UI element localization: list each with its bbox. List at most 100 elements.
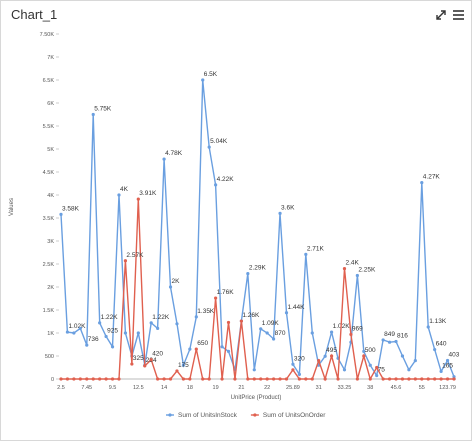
data-point bbox=[375, 373, 379, 378]
y-tick-label: 2K bbox=[47, 285, 54, 291]
data-point bbox=[278, 211, 282, 215]
data-point bbox=[336, 377, 340, 381]
data-point bbox=[400, 377, 405, 381]
data-label: 1.02K bbox=[68, 323, 86, 330]
legend-marker bbox=[168, 413, 172, 417]
data-label: 325 bbox=[133, 355, 144, 362]
data-point bbox=[181, 363, 186, 367]
data-label: 2.4K bbox=[345, 260, 359, 267]
data-label: 2.25K bbox=[358, 267, 376, 274]
data-point bbox=[207, 377, 211, 381]
data-label: 175 bbox=[178, 362, 189, 369]
data-point bbox=[117, 377, 121, 381]
x-axis-title: UnitPrice (Product) bbox=[231, 395, 282, 401]
data-label: 3.58K bbox=[62, 205, 80, 212]
data-point bbox=[420, 377, 424, 381]
data-label: 2.29K bbox=[249, 265, 267, 272]
data-point bbox=[355, 377, 359, 381]
data-point bbox=[439, 369, 443, 374]
data-label: 1.22K bbox=[101, 314, 119, 321]
data-label: 640 bbox=[436, 341, 447, 348]
y-tick-label: 4.5K bbox=[43, 170, 55, 176]
data-point bbox=[85, 377, 89, 381]
x-tick-label: 123.79 bbox=[439, 385, 456, 391]
legend-marker bbox=[253, 413, 257, 417]
data-point bbox=[110, 377, 115, 381]
data-point bbox=[381, 377, 385, 381]
x-tick-label: 22 bbox=[264, 385, 270, 391]
x-tick-label: 7.45 bbox=[81, 385, 92, 391]
y-tick-label: 7.50K bbox=[40, 32, 55, 38]
data-label: 969 bbox=[352, 325, 363, 332]
data-label: 1.44K bbox=[287, 304, 305, 311]
data-point bbox=[329, 330, 334, 334]
data-point bbox=[168, 285, 173, 289]
data-point bbox=[188, 347, 192, 351]
data-point bbox=[304, 252, 308, 256]
data-point bbox=[65, 377, 70, 381]
data-point bbox=[272, 377, 276, 381]
data-point bbox=[149, 321, 153, 325]
data-label: 5.04K bbox=[210, 138, 228, 145]
y-tick-label: 6.5K bbox=[43, 78, 55, 84]
data-point bbox=[323, 354, 327, 358]
data-point bbox=[110, 345, 115, 349]
data-point bbox=[239, 319, 243, 323]
data-point bbox=[272, 337, 276, 341]
data-point bbox=[59, 212, 63, 216]
data-point bbox=[265, 331, 269, 335]
x-tick-label: 9.5 bbox=[109, 385, 117, 391]
data-point bbox=[65, 330, 70, 334]
data-point bbox=[381, 338, 385, 342]
data-point bbox=[426, 325, 430, 329]
x-tick-label: 21 bbox=[238, 385, 244, 391]
data-point bbox=[394, 377, 398, 381]
data-point bbox=[168, 377, 173, 381]
data-label: 1.76K bbox=[217, 289, 235, 296]
data-point bbox=[98, 377, 102, 381]
expand-icon[interactable] bbox=[436, 10, 446, 20]
y-tick-label: 0 bbox=[51, 377, 54, 383]
data-point bbox=[355, 273, 359, 278]
data-label: 4.78K bbox=[165, 150, 183, 157]
data-label: 3.6K bbox=[281, 204, 295, 211]
data-point bbox=[91, 112, 95, 117]
data-point bbox=[368, 363, 372, 367]
data-point bbox=[181, 377, 186, 381]
data-point bbox=[284, 311, 289, 315]
data-point bbox=[420, 180, 424, 185]
data-label: 4.27K bbox=[423, 174, 441, 181]
data-point bbox=[123, 331, 128, 335]
data-label: 816 bbox=[397, 332, 408, 339]
data-label: 1.22K bbox=[152, 314, 170, 321]
data-label: 1.13K bbox=[429, 318, 447, 325]
data-label: 165 bbox=[442, 362, 453, 369]
y-tick-label: 7K bbox=[47, 55, 54, 61]
data-point bbox=[188, 377, 192, 381]
data-label: 495 bbox=[326, 347, 337, 354]
data-point bbox=[297, 377, 301, 381]
x-tick-label: 2.5 bbox=[57, 385, 65, 391]
data-point bbox=[284, 377, 289, 381]
data-point bbox=[265, 377, 269, 381]
data-point bbox=[252, 368, 256, 372]
data-label: 736 bbox=[88, 336, 99, 343]
y-tick-label: 6K bbox=[47, 101, 54, 107]
data-point bbox=[362, 349, 366, 353]
data-point bbox=[452, 375, 456, 379]
data-label: 925 bbox=[107, 327, 118, 334]
data-point bbox=[291, 362, 295, 366]
data-point bbox=[98, 321, 102, 325]
data-point bbox=[246, 272, 250, 276]
data-label: 650 bbox=[197, 340, 208, 347]
data-label: 320 bbox=[294, 355, 305, 362]
data-point bbox=[78, 377, 82, 381]
data-point bbox=[226, 349, 231, 353]
data-label: 5.75K bbox=[94, 106, 112, 113]
data-label: 420 bbox=[152, 351, 163, 358]
data-point bbox=[394, 339, 398, 344]
data-point bbox=[445, 358, 450, 363]
menu-icon[interactable] bbox=[453, 10, 464, 20]
